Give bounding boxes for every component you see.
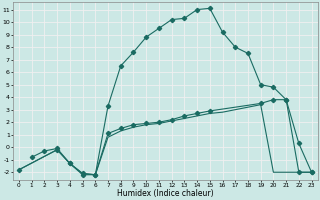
X-axis label: Humidex (Indice chaleur): Humidex (Indice chaleur) [117,189,213,198]
